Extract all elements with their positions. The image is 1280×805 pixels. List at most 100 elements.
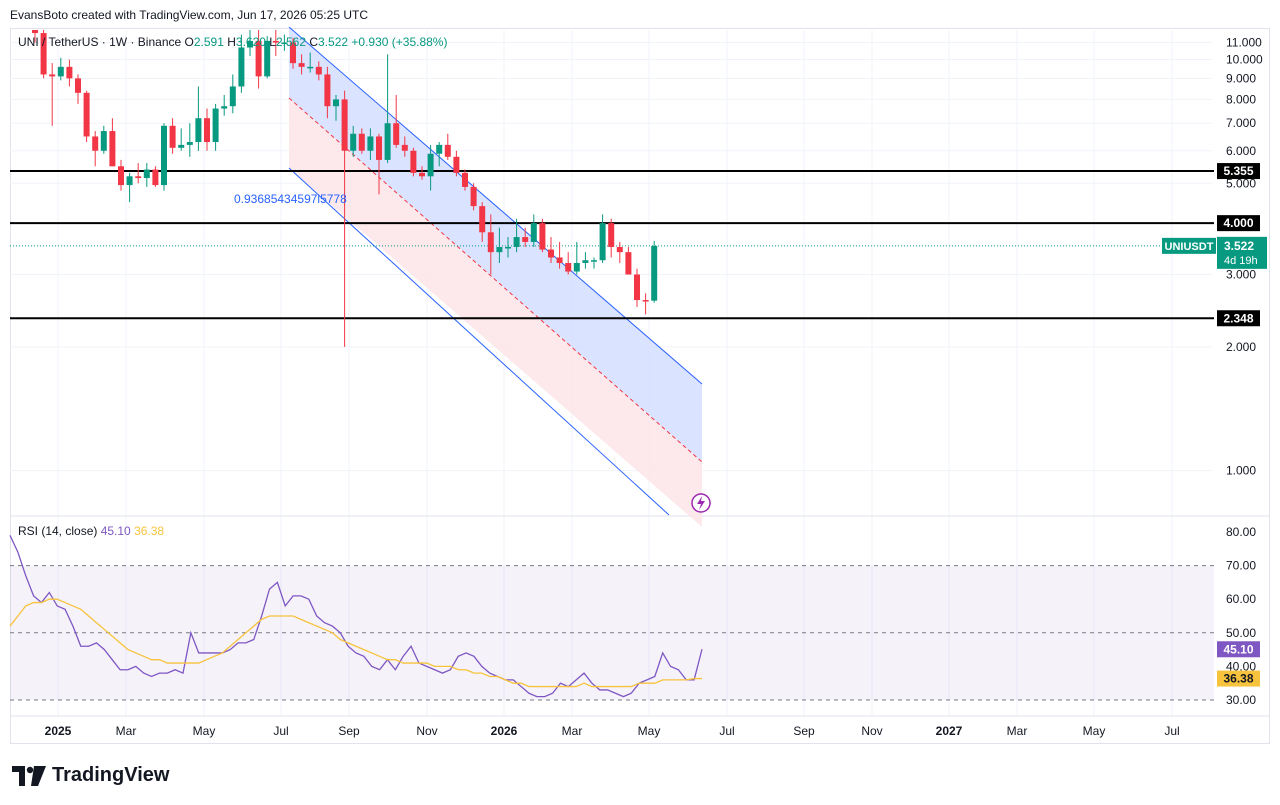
rsi-tick-label: 50.00 (1226, 626, 1256, 640)
candle-body (178, 144, 185, 148)
open-value: 2.591 (193, 35, 224, 49)
time-tick-label: 2026 (491, 724, 518, 738)
level-tag-2348-bg (1217, 310, 1260, 327)
price-axis: 1.000 2.000 3.000 5.000 6.000 7.000 8.000 9.000… (1162, 36, 1267, 478)
candle-body (255, 40, 262, 77)
chart-frame (10, 28, 1270, 744)
candle-body (75, 78, 81, 93)
open-label: O (184, 35, 194, 49)
high-value: 3.620 (235, 35, 266, 49)
level-tag-4000: 4.000 (1223, 216, 1253, 230)
candle-body (419, 172, 425, 177)
candle-body (333, 99, 339, 107)
price-tick-label: 6.000 (1226, 144, 1256, 158)
last-price-tag-bg (1217, 236, 1267, 269)
candle-body (436, 144, 443, 154)
candle-body (376, 136, 382, 160)
time-tick-label: 2027 (936, 724, 963, 738)
time-tick-label: 2025 (45, 724, 72, 738)
symbol-title[interactable]: UNI / TetherUS · 1W · Binance (18, 35, 182, 49)
time-tick-label: Jul (719, 724, 734, 738)
candle-body (83, 92, 90, 137)
candle-body (513, 237, 520, 247)
candle-body (32, 30, 38, 34)
tradingview-logo[interactable]: TradingView (12, 764, 169, 787)
rsi-tick-label: 70.00 (1226, 559, 1256, 573)
candle-body (427, 153, 434, 177)
price-legend: UNI / TetherUS · 1W · Binance O2.591 H3.… (18, 35, 447, 49)
candle-body (591, 260, 597, 262)
rsi-tag-bg (1217, 641, 1260, 658)
regression-channel (288, 26, 703, 527)
rsi-line (9, 535, 703, 698)
change-value: +0.930 (+35.88%) (351, 35, 448, 49)
time-tick-label: Mar (562, 724, 583, 738)
level-tag-4000-bg (1217, 215, 1260, 232)
candle-body (238, 47, 245, 87)
rsi-value: 45.10 (100, 524, 131, 538)
candle-body (582, 260, 589, 263)
candle-body (152, 169, 159, 186)
rsi-label[interactable]: RSI (14, close) (18, 524, 98, 538)
candle-body (616, 246, 623, 253)
price-tick-label: 11.000 (1226, 36, 1262, 50)
candle-body (539, 223, 546, 250)
candle-body (599, 223, 606, 261)
candles (32, 30, 658, 347)
last-price-tag: 3.522 (1224, 239, 1254, 253)
symbol-tag-bg (1162, 237, 1216, 254)
rsi-tick-label: 80.00 (1226, 525, 1256, 539)
candle-body (169, 125, 176, 148)
candle-body (565, 262, 572, 272)
candle-body (401, 144, 408, 151)
time-tick-label: May (1083, 724, 1106, 738)
candle-body (453, 156, 460, 173)
candle-body (118, 166, 124, 186)
rsi-tick-label: 60.00 (1226, 592, 1256, 606)
price-tick-label: 3.000 (1226, 268, 1256, 282)
rsi-tag: 45.10 (1223, 642, 1253, 656)
candle-body (324, 74, 331, 107)
candle-body (479, 206, 486, 233)
candle-body (625, 252, 632, 275)
candle-body (384, 123, 391, 160)
candle-body (247, 40, 253, 48)
channel-upper-line (288, 26, 703, 385)
candle-body (92, 136, 99, 151)
candle-body (57, 66, 64, 77)
candle-body (393, 123, 400, 145)
lightning-icon[interactable] (691, 493, 711, 513)
candle-body (204, 118, 210, 143)
candle-body (100, 131, 107, 151)
candle-body (195, 118, 202, 143)
time-tick-label: May (193, 724, 216, 738)
price-tick-label: 10.000 (1226, 53, 1263, 67)
price-tick-label: 5.000 (1226, 176, 1256, 190)
time-tick-label: Jul (273, 724, 288, 738)
candle-body (462, 172, 468, 187)
candle-body (161, 125, 167, 186)
rsi-ma-value: 36.38 (134, 524, 165, 538)
candle-body (444, 144, 451, 157)
low-value: 2.562 (275, 35, 306, 49)
candle-body (496, 246, 503, 253)
level-tag-5355: 5.355 (1223, 164, 1253, 178)
time-tick-label: Sep (338, 724, 360, 738)
candle-body (229, 86, 236, 107)
channel-lower-line (288, 167, 670, 516)
grid-lines (10, 30, 1270, 717)
candle-body (358, 133, 365, 151)
countdown-tag: 4d 19h (1224, 255, 1258, 267)
candle-body (135, 176, 142, 179)
candle-body (522, 237, 529, 242)
candle-body (281, 42, 288, 45)
channel-lower-fill (289, 98, 702, 527)
candle-body (307, 66, 314, 69)
candle-body (350, 133, 357, 151)
low-label: L (269, 35, 276, 49)
level-tag-5355-bg (1217, 163, 1260, 180)
price-tick-label: 2.000 (1226, 340, 1256, 354)
price-tick-label: 7.000 (1226, 116, 1256, 130)
